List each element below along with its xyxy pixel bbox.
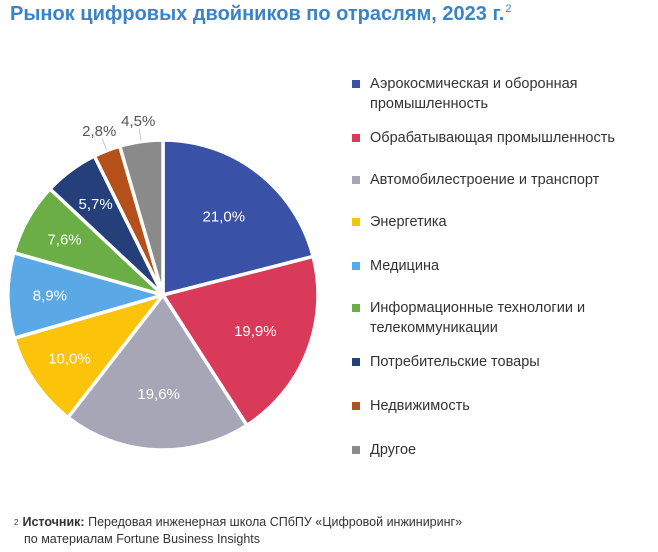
legend-swatch — [352, 218, 360, 226]
title-footnote-mark: 2 — [505, 3, 512, 16]
legend-label: Энергетика — [370, 214, 447, 230]
legend-swatch — [352, 304, 360, 312]
legend-swatch — [352, 402, 360, 410]
slice-leader-line — [138, 128, 142, 141]
pie-chart: 21,0% 19,9% 19,6% 10,0% 8,9% 7,6% 5,7% 2,8% 4,5% — [6, 113, 320, 452]
legend-label: Медицина — [370, 258, 440, 274]
legend-swatch — [352, 80, 360, 88]
legend-label: Автомобилестроение и транспорт — [370, 172, 600, 188]
legend-swatch — [352, 262, 360, 270]
legend-item: Автомобилестроение и транспорт — [352, 170, 652, 190]
pie-slice — [118, 138, 165, 297]
legend-item: Информационные технологии и телекоммуник… — [352, 298, 652, 338]
pie-slice — [161, 254, 320, 428]
slice-value-label: 19,9% — [234, 323, 277, 340]
legend-label: Недвижимость — [370, 398, 470, 414]
footnote-mark: 2 — [14, 518, 19, 527]
legend-label: Обрабатывающая промышленность — [370, 130, 615, 146]
legend-swatch — [352, 176, 360, 184]
legend-swatch — [352, 134, 360, 142]
legend-label: Другое — [370, 442, 417, 458]
legend-label: Информационные технологии и телекоммуник… — [370, 300, 586, 336]
chart-title-text: Рынок цифровых двойников по отраслям, 20… — [10, 3, 505, 25]
slice-leader-line — [101, 138, 107, 150]
slice-value-label: 5,7% — [79, 196, 113, 213]
source-footnote: 2 Источник: Передовая инженерная школа СП… — [14, 514, 462, 548]
legend-item: Аэрокосмическая и оборонная промышленнос… — [352, 74, 652, 114]
pie-slice — [66, 293, 249, 452]
legend-item: Недвижимость — [352, 396, 652, 416]
legend-item: Энергетика — [352, 212, 652, 232]
pie-slice — [161, 138, 315, 297]
slice-value-label: 8,9% — [33, 287, 67, 304]
legend-swatch — [352, 446, 360, 454]
legend-label: Аэрокосмическая и оборонная промышленнос… — [370, 76, 578, 112]
slice-value-label: 10,0% — [48, 351, 91, 368]
footnote-source-text: Передовая инженерная школа СПбПУ «Цифров… — [88, 515, 463, 529]
legend-item: Медицина — [352, 256, 652, 276]
footnote-source-label: Источник: — [22, 515, 85, 529]
footnote-source-line2: по материалам Fortune Business Insights — [24, 532, 261, 546]
slice-value-label: 4,5% — [121, 113, 155, 130]
legend-swatch — [352, 358, 360, 366]
legend-item: Потребительские товары — [352, 352, 652, 372]
slice-value-label: 7,6% — [47, 231, 81, 248]
pie-slice — [12, 293, 165, 420]
legend-item: Обрабатывающая промышленность — [352, 128, 652, 148]
slice-value-label: 19,6% — [137, 386, 180, 403]
chart-title: Рынок цифровых двойников по отраслям, 20… — [10, 3, 511, 26]
legend-label: Потребительские товары — [370, 354, 540, 370]
slice-value-label: 2,8% — [82, 123, 116, 140]
slice-value-label: 21,0% — [203, 209, 246, 226]
legend-item: Другое — [352, 440, 652, 460]
